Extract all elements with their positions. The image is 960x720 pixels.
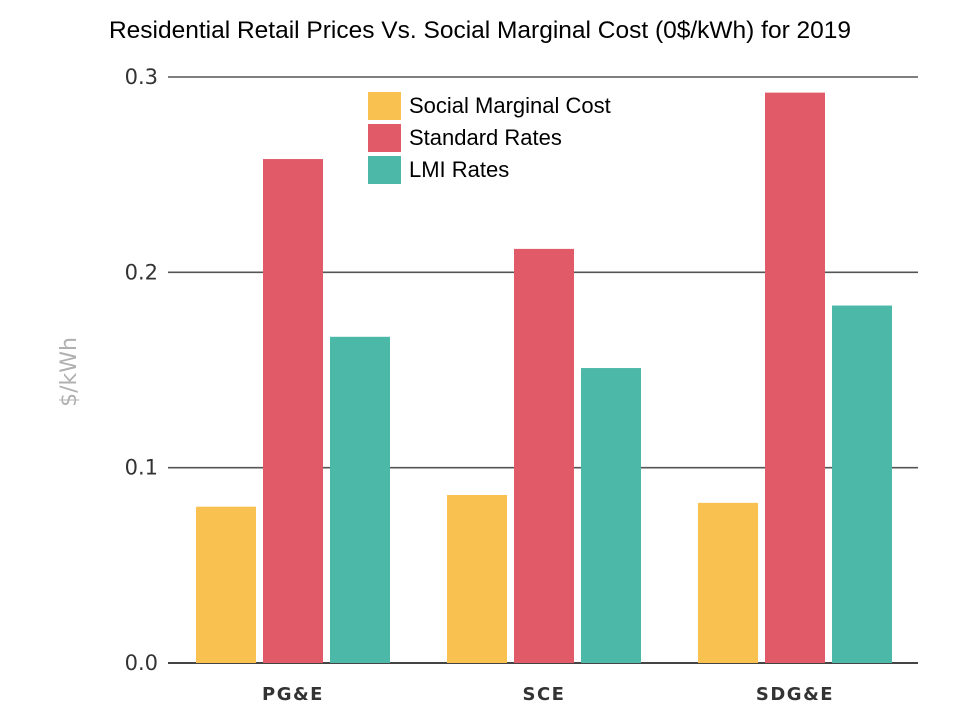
bar	[196, 506, 256, 663]
x-tick-labels: PG&E SCE SDG&E	[262, 684, 834, 705]
y-tick-label: 0.0	[125, 651, 158, 675]
legend-swatch	[368, 156, 401, 184]
legend-label: LMI Rates	[409, 157, 509, 182]
legend-label: Social Marginal Cost	[409, 93, 611, 118]
y-tick-labels: 0.0 0.1 0.2 0.3	[125, 65, 158, 675]
bar	[263, 159, 323, 664]
legend-swatch	[368, 92, 401, 120]
bar	[514, 248, 574, 664]
bar	[698, 502, 758, 663]
y-tick-label: 0.1	[125, 456, 158, 480]
legend-label: Standard Rates	[409, 125, 562, 150]
y-axis-label: $/kWh	[57, 337, 82, 407]
bar	[765, 92, 825, 664]
legend-swatch	[368, 124, 401, 152]
bar	[581, 368, 641, 663]
x-tick-label: PG&E	[262, 684, 324, 705]
x-tick-label: SCE	[523, 684, 566, 705]
y-tick-label: 0.3	[125, 65, 158, 89]
chart-title: Residential Retail Prices Vs. Social Mar…	[109, 17, 851, 44]
bar	[832, 305, 892, 663]
bar	[330, 336, 390, 663]
y-tick-label: 0.2	[125, 260, 158, 284]
bar	[447, 495, 507, 663]
x-tick-label: SDG&E	[756, 684, 834, 705]
bars	[196, 92, 892, 664]
legend: Social Marginal Cost Standard Rates LMI Ra…	[368, 92, 611, 184]
